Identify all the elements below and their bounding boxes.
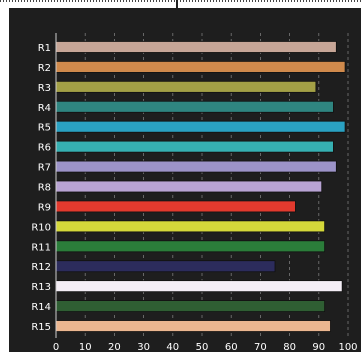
bar-r3 — [55, 80, 317, 93]
category-label: R12 — [31, 262, 51, 273]
x-tick-label: 30 — [137, 342, 150, 352]
bar-r5 — [55, 120, 346, 133]
bar-r6 — [55, 140, 334, 153]
bar-r9 — [55, 200, 296, 213]
dotted-border — [0, 0, 361, 2]
bar-r12 — [55, 260, 276, 273]
category-label: R4 — [38, 103, 51, 114]
bar-r15 — [55, 320, 331, 332]
x-tick-label: 70 — [254, 342, 267, 352]
x-tick-label: 60 — [225, 342, 238, 352]
category-label: R1 — [38, 43, 51, 54]
x-tick-label: 0 — [53, 342, 59, 352]
x-tick-label: 50 — [196, 342, 209, 352]
x-tick-label: 80 — [283, 342, 296, 352]
category-label: R2 — [38, 63, 51, 74]
category-label: R15 — [31, 322, 51, 333]
category-label: R11 — [31, 242, 51, 253]
window-top-strip — [0, 0, 361, 8]
top-marker — [176, 0, 178, 8]
category-label: R6 — [38, 143, 51, 154]
x-tick-label: 10 — [79, 342, 92, 352]
bar-r13 — [55, 280, 343, 293]
bar-r14 — [55, 300, 326, 313]
bar-r1 — [55, 41, 337, 53]
x-tick-label: 20 — [108, 342, 121, 352]
bar-r11 — [55, 240, 326, 253]
category-label: R8 — [38, 183, 51, 194]
bar-r4 — [55, 100, 334, 113]
x-tick-label: 90 — [312, 342, 325, 352]
x-tick-label: 40 — [166, 342, 179, 352]
x-tick-label: 100 — [338, 342, 357, 352]
bar-r8 — [55, 180, 323, 193]
category-label: R9 — [38, 202, 51, 213]
window-left-strip — [0, 8, 9, 352]
bar-r2 — [55, 61, 346, 73]
category-label: R10 — [31, 222, 51, 233]
category-label: R7 — [38, 163, 51, 174]
category-label: R13 — [31, 282, 51, 293]
category-label: R3 — [38, 83, 51, 94]
chart-panel: R1 R2 R3 R4 R5 R6 R7 R8 R9 R10 R11 R12 R13 R14 R15 0 10 2… — [9, 8, 361, 353]
bar-r7 — [55, 160, 337, 173]
category-label: R5 — [38, 123, 51, 134]
bar-r10 — [55, 220, 326, 233]
category-label: R14 — [31, 302, 51, 313]
